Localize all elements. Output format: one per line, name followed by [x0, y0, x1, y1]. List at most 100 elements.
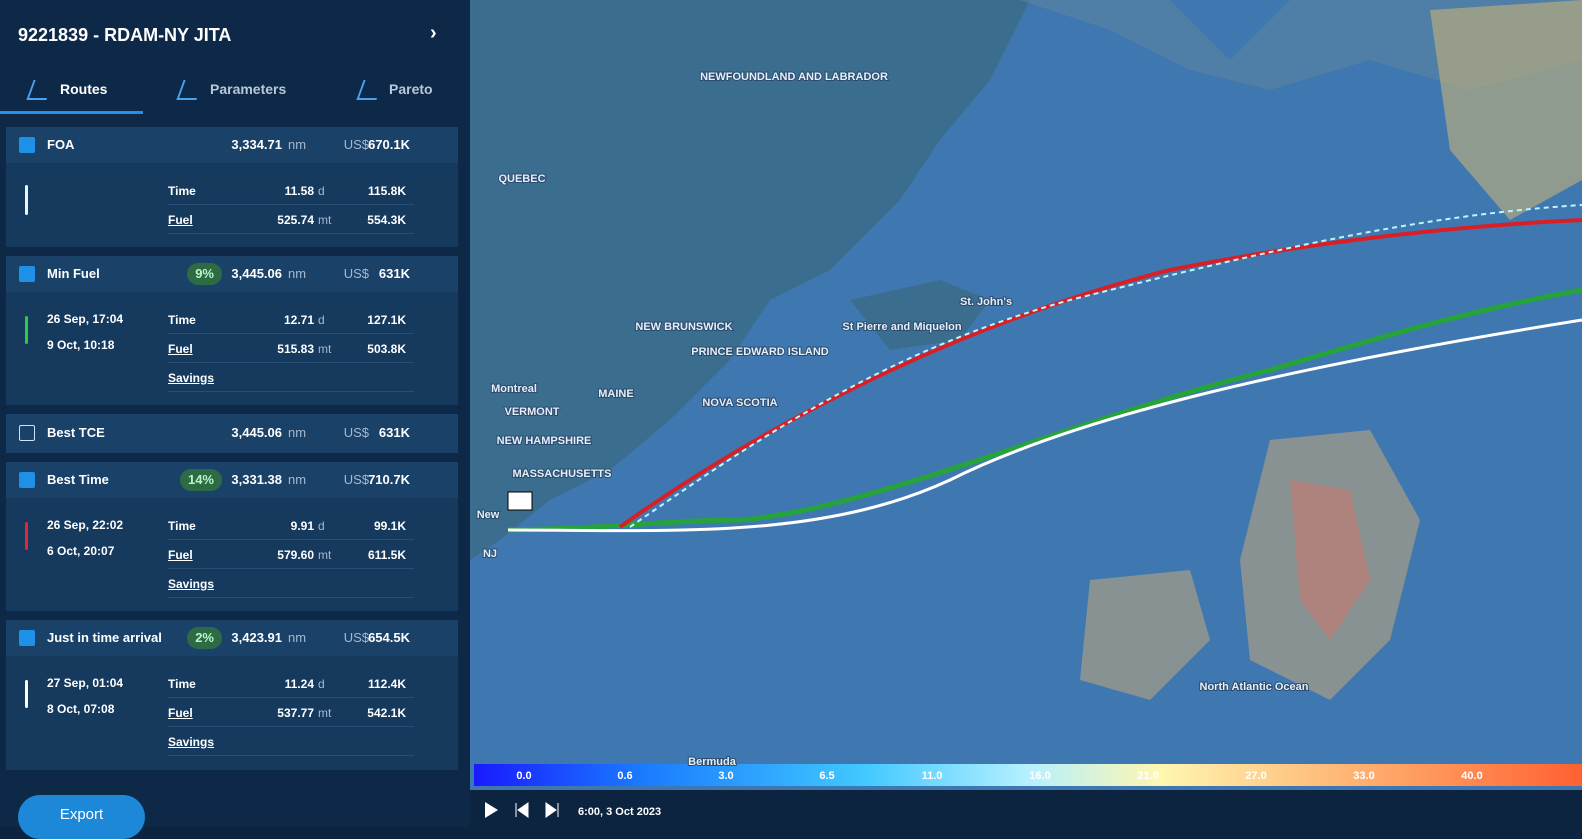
route-checkbox[interactable]	[19, 137, 35, 153]
savings-badge: 9%	[187, 263, 222, 285]
card-header	[6, 620, 458, 656]
step-forward-button[interactable]	[545, 802, 559, 818]
map-label: MASSACHUSETTS	[512, 468, 611, 480]
side-panel: 9221839 - RDAM-NY JITA › Routes Parameter…	[0, 0, 470, 839]
savings-badge: 14%	[179, 469, 222, 491]
route-name: FOA	[47, 137, 75, 152]
map-label: QUEBEC	[498, 173, 545, 185]
distance: 3,423.91	[231, 630, 282, 645]
tab[interactable]: Routes	[60, 81, 108, 97]
map-label: MAINE	[598, 388, 633, 400]
row-separator	[168, 539, 414, 540]
route-card: Best Time 14% 3,331.38 nm US$ 710.7K 26 Sep, 2…	[6, 462, 458, 611]
start-time: 26 Sep, 17:04	[47, 312, 124, 326]
row-separator	[168, 362, 414, 363]
time-label: Time	[168, 313, 196, 327]
time-label: Time	[168, 519, 196, 533]
map-label: NOVA SCOTIA	[702, 397, 777, 409]
route-checkbox[interactable]	[19, 425, 35, 441]
step-back-button[interactable]	[515, 802, 529, 818]
land	[850, 280, 990, 350]
savings-label[interactable]: Savings	[168, 577, 215, 591]
tab-icon	[356, 80, 384, 100]
fuel-cost: 542.1K	[367, 706, 406, 720]
row-separator	[168, 697, 414, 698]
tab-icon	[26, 80, 54, 100]
cost: 631K	[378, 266, 410, 281]
map-label: St Pierre and Miquelon	[842, 321, 961, 333]
collapse-button[interactable]: ›	[430, 22, 437, 44]
start-time: 26 Sep, 22:02	[47, 518, 124, 532]
export-button[interactable]: Export	[18, 795, 145, 839]
distance: 3,334.71	[231, 137, 282, 152]
currency: US$	[343, 425, 369, 440]
currency: US$	[343, 630, 369, 645]
scale-tick-label: 27.0	[1245, 770, 1266, 782]
play-button[interactable]	[485, 802, 498, 818]
timeline	[25, 522, 28, 550]
route-checkbox[interactable]	[19, 266, 35, 282]
tab[interactable]: Pareto	[389, 81, 433, 97]
distance: 3,331.38	[231, 472, 282, 487]
start-time: 27 Sep, 01:04	[47, 676, 124, 690]
time-value: 9.91	[290, 519, 314, 533]
fuel-label[interactable]: Fuel	[168, 706, 193, 720]
route-card: FOA 3,334.71 nm US$ 670.1K Time 11.58 d 115.8K Fu…	[6, 127, 458, 247]
fuel-label[interactable]: Fuel	[168, 342, 193, 356]
map: 6:00, 3 Oct 2023 NEWFOUNDLAND AND LABRAD…	[470, 0, 1582, 827]
route-checkbox[interactable]	[19, 472, 35, 488]
end-time: 9 Oct, 10:18	[47, 338, 115, 352]
distance-unit: nm	[288, 630, 307, 645]
scale-tick-label: 21.0	[1137, 770, 1158, 782]
timeline	[25, 680, 28, 708]
card-header	[6, 414, 458, 453]
savings-label[interactable]: Savings	[168, 371, 215, 385]
route-checkbox[interactable]	[19, 630, 35, 646]
distance-unit: nm	[288, 266, 307, 281]
time-label: Time	[168, 184, 196, 198]
map-label: NEW BRUNSWICK	[635, 321, 732, 333]
timeline	[25, 316, 28, 344]
route-card: Just in time arrival 2% 3,423.91 nm US$ 654.5…	[6, 620, 458, 770]
end-time: 6 Oct, 20:07	[47, 544, 115, 558]
time-cost: 99.1K	[373, 519, 406, 533]
distance-unit: nm	[288, 472, 307, 487]
time-unit: d	[318, 313, 325, 327]
tab[interactable]: Parameters	[210, 81, 287, 97]
distance: 3,445.06	[231, 425, 282, 440]
playback-bar	[470, 790, 1582, 827]
fuel-unit: mt	[318, 706, 332, 720]
time-unit: d	[318, 677, 325, 691]
time-label: Time	[168, 677, 196, 691]
fuel-value: 579.60	[277, 548, 314, 562]
route-name: Best TCE	[47, 425, 105, 440]
scale-tick-label: 16.0	[1029, 770, 1050, 782]
fuel-unit: mt	[318, 342, 332, 356]
fuel-label[interactable]: Fuel	[168, 548, 193, 562]
scale-tick-label: 0.0	[516, 770, 531, 782]
cost: 710.7K	[368, 472, 410, 487]
route-name: Just in time arrival	[47, 630, 162, 645]
row-separator	[168, 568, 414, 569]
row-separator	[168, 233, 414, 234]
savings-badge: 2%	[187, 627, 222, 649]
scale-tick-label: 6.5	[819, 770, 834, 782]
route-jit	[507, 318, 1582, 533]
land	[470, 0, 1030, 560]
route-min-fuel	[507, 287, 1582, 533]
card-header	[6, 462, 458, 498]
fuel-label[interactable]: Fuel	[168, 213, 193, 227]
savings-label[interactable]: Savings	[168, 735, 215, 749]
map-label: North Atlantic Ocean	[1200, 681, 1309, 693]
scale-tick-label: 3.0	[718, 770, 733, 782]
map-label: NEW HAMPSHIRE	[497, 435, 592, 447]
map-label: NEWFOUNDLAND AND LABRADOR	[700, 71, 888, 83]
cost: 631K	[378, 425, 410, 440]
card-header	[6, 256, 458, 292]
time-cost: 112.4K	[367, 677, 406, 691]
card-header	[6, 127, 458, 163]
weather-area	[1430, 0, 1582, 220]
scale-tick-label: 11.0	[922, 770, 943, 782]
destination-flag	[507, 491, 533, 511]
